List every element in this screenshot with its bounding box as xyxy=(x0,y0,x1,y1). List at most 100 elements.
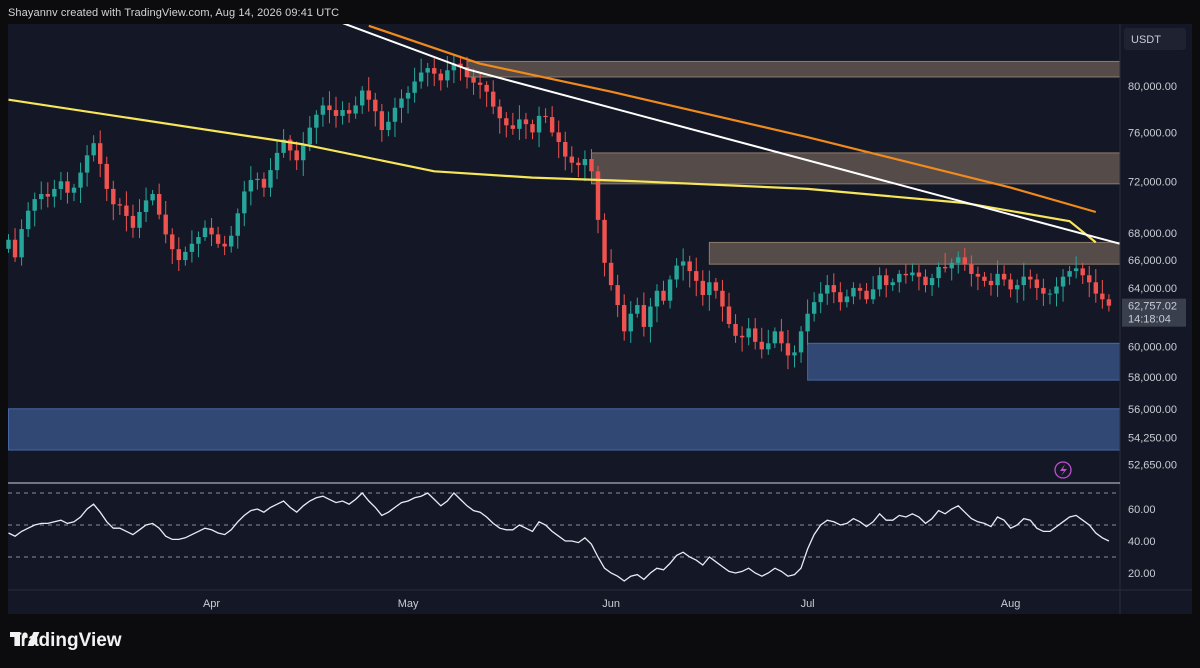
candle-body xyxy=(84,155,90,173)
candle-body xyxy=(314,114,319,128)
candle-body xyxy=(536,115,542,133)
candle-body xyxy=(995,273,1000,286)
candle-body xyxy=(405,92,411,99)
candle-body xyxy=(720,290,725,307)
tradingview-logo-icon xyxy=(10,632,40,646)
candle-body xyxy=(1008,279,1013,290)
candle-body xyxy=(661,290,666,301)
brand-footer[interactable]: TradingView xyxy=(10,630,122,652)
demand-zone-3 xyxy=(807,342,1121,381)
candle-body xyxy=(373,99,378,112)
candle-body xyxy=(399,98,404,108)
candle-body xyxy=(91,143,96,156)
candle-body xyxy=(733,323,738,336)
candle-body xyxy=(739,335,745,338)
candle-body xyxy=(130,215,136,228)
candle-body xyxy=(785,343,791,356)
candle-body xyxy=(438,73,443,81)
moving-average-line-1 xyxy=(8,98,1097,244)
rsi-tick-label: 40.00 xyxy=(1128,536,1156,548)
countdown-label: 14:18:04 xyxy=(1128,314,1171,326)
candle-body xyxy=(235,213,240,236)
candles-layer xyxy=(6,54,1112,370)
candle-body xyxy=(641,305,647,327)
current-price-tag xyxy=(1122,298,1186,327)
candle-body xyxy=(1015,285,1020,290)
candle-body xyxy=(242,191,247,214)
candle-body xyxy=(222,243,227,247)
candle-body xyxy=(890,282,895,286)
candle-body xyxy=(418,72,424,82)
candle-body xyxy=(255,178,260,181)
candle-body xyxy=(903,273,909,276)
currency-label-box xyxy=(1124,28,1186,50)
candle-body xyxy=(209,227,214,235)
descending-trendline xyxy=(342,24,1120,245)
candle-body xyxy=(779,331,784,344)
candle-body xyxy=(897,273,902,283)
candle-body xyxy=(667,279,673,301)
candle-body xyxy=(189,243,195,252)
candle-body xyxy=(602,219,607,263)
candle-body xyxy=(202,227,208,238)
candle-body xyxy=(988,280,994,286)
candle-body xyxy=(877,275,882,290)
candle-body xyxy=(392,107,398,122)
candle-body xyxy=(261,178,267,188)
candle-body xyxy=(942,266,948,269)
candle-body xyxy=(523,119,529,125)
candle-body xyxy=(1041,287,1046,294)
price-tick-label: 76,000.00 xyxy=(1128,127,1177,139)
candle-body xyxy=(1106,299,1112,306)
candle-body xyxy=(563,141,568,157)
candle-body xyxy=(117,204,123,206)
candle-body xyxy=(759,341,764,350)
candle-body xyxy=(884,275,889,286)
candle-body xyxy=(517,119,522,129)
candle-body xyxy=(12,239,18,258)
candle-body xyxy=(156,193,162,215)
price-tick-label: 66,000.00 xyxy=(1128,255,1177,267)
lightning-bolt-icon xyxy=(1060,464,1067,476)
price-tick-label: 54,250.00 xyxy=(1128,433,1177,445)
candle-body xyxy=(137,212,142,228)
candle-body xyxy=(615,285,620,306)
moving-average-line-2 xyxy=(368,24,1097,214)
candle-body xyxy=(700,280,705,296)
candle-body xyxy=(1093,282,1098,294)
candle-body xyxy=(969,264,974,274)
demand-zone-4 xyxy=(8,408,1121,451)
candle-body xyxy=(864,290,869,300)
candle-body xyxy=(340,110,345,116)
candle-body xyxy=(183,251,188,261)
price-tick-label: 68,000.00 xyxy=(1128,228,1177,240)
candle-body xyxy=(870,289,876,300)
candle-body xyxy=(549,117,555,133)
candle-body xyxy=(1067,271,1072,277)
candle-body xyxy=(1028,276,1033,280)
candle-body xyxy=(595,171,601,220)
candle-body xyxy=(589,158,594,172)
candle-body xyxy=(215,234,221,244)
candle-body xyxy=(143,200,149,213)
candle-body xyxy=(798,331,804,353)
candle-body xyxy=(628,313,633,332)
candle-body xyxy=(163,214,168,235)
candle-body xyxy=(910,272,915,276)
candle-body xyxy=(229,235,234,247)
candle-body xyxy=(281,139,286,153)
candle-body xyxy=(556,132,561,142)
candle-body xyxy=(772,331,778,344)
candle-body xyxy=(477,82,483,85)
candle-body xyxy=(274,152,280,171)
candle-body xyxy=(353,105,358,114)
candle-body xyxy=(445,70,450,81)
candle-body xyxy=(432,68,437,74)
plot-background xyxy=(8,24,1192,614)
candle-body xyxy=(936,266,941,279)
rsi-tick-label: 20.00 xyxy=(1128,568,1156,580)
candle-body xyxy=(484,84,489,92)
candle-body xyxy=(301,144,306,161)
candle-body xyxy=(1021,276,1026,286)
